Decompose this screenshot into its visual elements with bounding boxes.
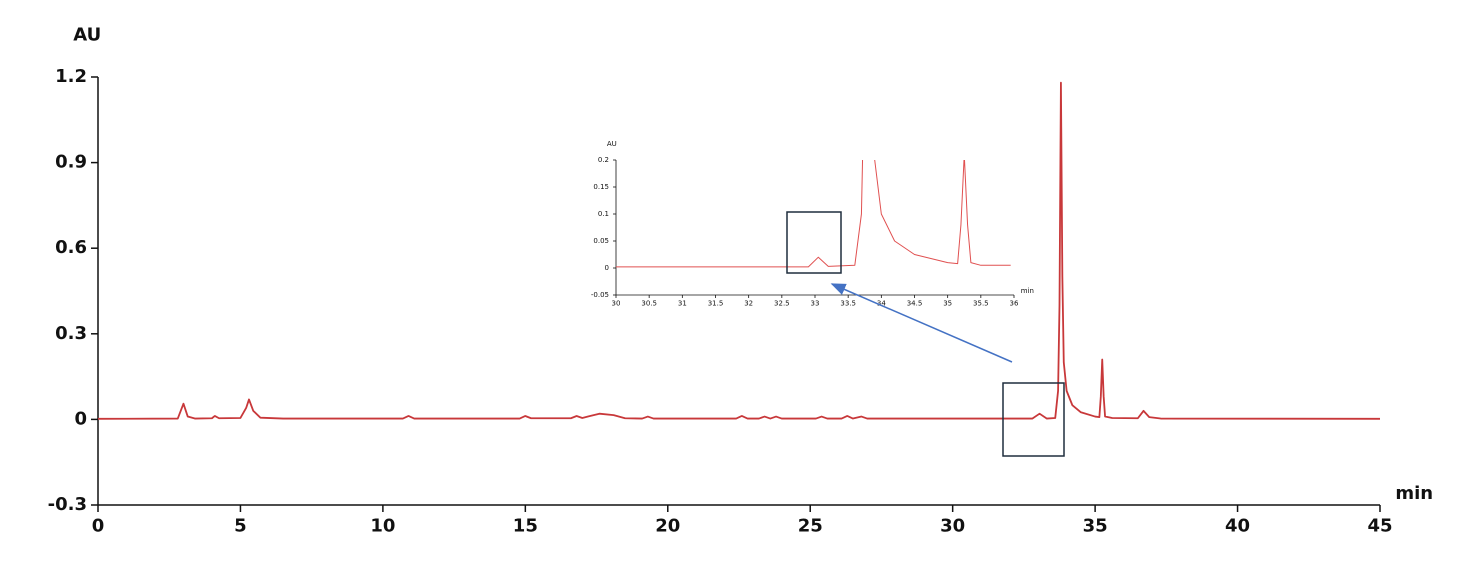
x-tick-label: 10 [370,515,395,536]
x-tick-label: 31 [678,300,687,308]
x-tick-label: 5 [234,515,247,536]
x-tick-label: 30 [940,515,965,536]
x-tick-label: 34.5 [907,300,923,308]
inset-chart: -0.05 0 0.05 0.1 0.15 0.2 30 30.5 31 31.5 32 32.5 33… [591,140,1034,308]
x-tick-label: 32.5 [774,300,790,308]
x-tick-label: 31.5 [708,300,724,308]
zoom-box [786,211,842,274]
y-axis-label: AU [73,25,101,46]
x-tick-label: 33 [811,300,820,308]
y-tick-label: 0.3 [55,323,87,344]
y-tick-label: 0.9 [55,152,87,173]
y-tick-label: 0.15 [593,183,609,191]
x-tick-label: 35 [943,300,952,308]
x-axis-label: min [1395,483,1433,504]
y-tick-label: 0.2 [598,156,609,164]
x-tick-label: 15 [513,515,538,536]
x-tick-label: 35.5 [973,300,989,308]
data-line [616,160,1011,268]
y-tick-label: 0.05 [593,237,609,245]
x-tick-label: 36 [1010,300,1019,308]
y-tick-label: -0.3 [48,494,87,515]
y-tick-label: 0 [605,264,609,272]
x-tick-label: 35 [1083,515,1108,536]
y-tick-label: 0.6 [55,237,87,258]
x-tick-label: 30 [612,300,621,308]
y-axis-label: AU [607,140,617,148]
inset-background [590,140,1030,320]
x-tick-label: 34 [877,300,886,308]
x-tick-label: 25 [798,515,823,536]
x-tick-label: 45 [1367,515,1392,536]
x-tick-label: 20 [655,515,680,536]
x-tick-label: 0 [92,515,105,536]
arrow [830,283,1013,363]
y-tick-label: 0 [74,408,87,429]
x-tick-label: 30.5 [641,300,657,308]
data-line [97,81,1381,420]
x-tick-label: 33.5 [840,300,856,308]
zoom-box [1002,382,1065,457]
y-tick-label: 0.1 [598,210,609,218]
y-tick-label: -0.05 [591,291,609,299]
y-tick-label: 1.2 [55,66,87,87]
x-tick-label: 40 [1225,515,1250,536]
x-tick-label: 32 [744,300,753,308]
x-axis-label: min [1021,287,1034,295]
